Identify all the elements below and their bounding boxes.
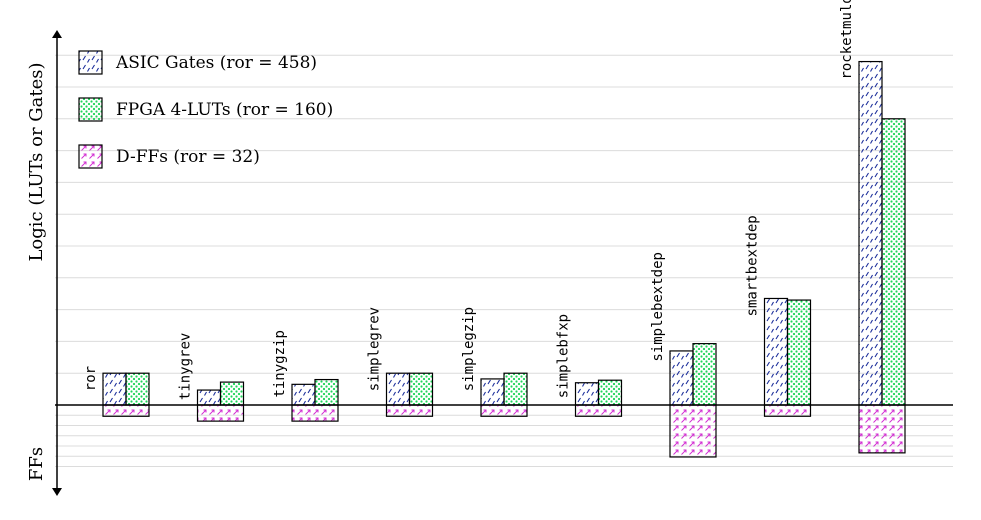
legend-swatch-asic bbox=[78, 50, 103, 75]
bar-asic-simplebextdep bbox=[669, 350, 694, 406]
bar-asic-simplegzip bbox=[480, 378, 505, 406]
bars bbox=[102, 60, 906, 458]
bar-asic-tinygzip bbox=[291, 383, 316, 406]
legend-item-asic: ASIC Gates (ror = 458) bbox=[78, 50, 317, 75]
bar-dff-simplebextdep bbox=[669, 404, 717, 458]
bar-dff-simplegzip bbox=[480, 404, 528, 417]
bar-asic-rocketmuldiv bbox=[858, 60, 883, 406]
legend: ASIC Gates (ror = 458) FPGA 4-LUTs (ror … bbox=[78, 50, 333, 169]
legend-label-fpga: FPGA 4-LUTs (ror = 160) bbox=[116, 100, 333, 120]
bar-dff-ror bbox=[102, 404, 150, 417]
legend-swatch-dff bbox=[78, 144, 103, 169]
category-label-ror: ror bbox=[83, 366, 99, 391]
bar-fpga-tinygzip bbox=[314, 378, 339, 406]
bar-fpga-simplebfxp bbox=[597, 379, 623, 406]
bar-asic-simplegrev bbox=[385, 372, 411, 406]
bar-fpga-smartbextdep bbox=[786, 299, 812, 406]
bar-asic-tinygrev bbox=[196, 389, 222, 406]
legend-label-dff: D-FFs (ror = 32) bbox=[116, 147, 260, 167]
category-label-simplebextdep: simplebextdep bbox=[650, 252, 666, 362]
legend-item-fpga: FPGA 4-LUTs (ror = 160) bbox=[78, 97, 333, 122]
category-label-smartbextdep: smartbextdep bbox=[745, 215, 761, 316]
bar-fpga-ror bbox=[125, 372, 150, 406]
bar-asic-smartbextdep bbox=[763, 297, 789, 406]
bar-fpga-simplegzip bbox=[503, 372, 528, 406]
bar-fpga-simplegrev bbox=[408, 372, 434, 406]
bar-fpga-simplebextdep bbox=[692, 343, 717, 406]
category-label-simplegzip: simplegzip bbox=[461, 307, 477, 391]
category-label-tinygrev: tinygrev bbox=[178, 333, 194, 400]
category-labels: ror tinygrev tinygzip simplegrev simplegzip s… bbox=[83, 0, 855, 400]
legend-swatch-fpga bbox=[78, 97, 103, 122]
bar-dff-smartbextdep bbox=[763, 404, 812, 417]
bar-dff-tinygrev bbox=[196, 404, 245, 422]
y-axis-label-ffs: FFs bbox=[26, 447, 47, 481]
legend-item-dff: D-FFs (ror = 32) bbox=[78, 144, 260, 169]
category-label-simplegrev: simplegrev bbox=[367, 307, 383, 391]
bar-asic-ror bbox=[102, 372, 127, 406]
bar-dff-simplebfxp bbox=[574, 404, 623, 417]
category-label-tinygzip: tinygzip bbox=[272, 330, 288, 397]
bar-asic-simplebfxp bbox=[574, 382, 600, 406]
category-label-simplebfxp: simplebfxp bbox=[556, 314, 572, 398]
category-label-rocketmuldiv: rocketmuldiv bbox=[839, 0, 855, 80]
legend-label-asic: ASIC Gates (ror = 458) bbox=[115, 53, 317, 73]
bar-dff-simplegrev bbox=[385, 404, 434, 417]
y-axis-label-logic: Logic (LUTs or Gates) bbox=[26, 62, 47, 261]
bar-fpga-rocketmuldiv bbox=[881, 118, 906, 406]
bar-dff-rocketmuldiv bbox=[858, 404, 906, 454]
bar-fpga-tinygrev bbox=[219, 381, 245, 406]
bar-dff-tinygzip bbox=[291, 404, 339, 422]
